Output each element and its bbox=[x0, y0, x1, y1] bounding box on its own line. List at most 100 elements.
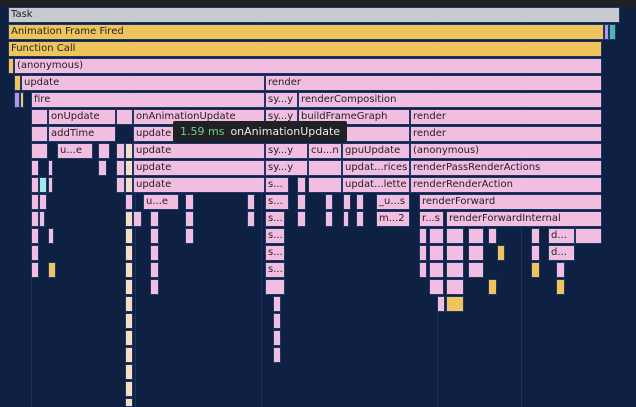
flame-bar[interactable] bbox=[531, 228, 540, 244]
flame-bar[interactable] bbox=[14, 75, 21, 91]
flame-bar[interactable] bbox=[31, 262, 39, 278]
flame-bar[interactable] bbox=[125, 143, 133, 159]
flame-bar[interactable] bbox=[39, 211, 45, 227]
flame-bar-sy-y[interactable]: sy...y bbox=[265, 160, 308, 176]
flame-bar-render-composition[interactable]: renderComposition bbox=[298, 92, 602, 108]
flame-bar[interactable] bbox=[446, 262, 464, 278]
flame-bar[interactable] bbox=[125, 296, 133, 312]
flame-bar-add-time[interactable]: addTime bbox=[48, 126, 116, 142]
flame-bar[interactable] bbox=[125, 330, 133, 346]
flame-bar-task[interactable]: Task bbox=[8, 7, 620, 23]
flame-bar[interactable] bbox=[297, 211, 306, 227]
flame-bar[interactable] bbox=[48, 228, 54, 244]
flame-bar[interactable] bbox=[98, 143, 110, 159]
flame-bar[interactable] bbox=[125, 262, 133, 278]
flame-bar[interactable] bbox=[185, 228, 194, 244]
flame-bar[interactable] bbox=[150, 228, 159, 244]
flame-bar[interactable] bbox=[446, 245, 464, 261]
flame-bar[interactable] bbox=[125, 364, 133, 380]
flame-bar-function-call[interactable]: Function Call bbox=[8, 41, 602, 57]
flame-bar[interactable] bbox=[437, 296, 445, 312]
flame-bar[interactable] bbox=[125, 347, 133, 363]
flame-bar[interactable] bbox=[497, 245, 505, 261]
flame-bar[interactable] bbox=[356, 211, 364, 227]
flame-bar-u-e[interactable]: u...e bbox=[57, 143, 93, 159]
flame-bar-fire[interactable]: fire bbox=[31, 92, 265, 108]
flame-bar[interactable] bbox=[273, 330, 281, 346]
flame-bar[interactable] bbox=[273, 347, 281, 363]
flame-bar-sy-y[interactable]: sy...y bbox=[265, 143, 308, 159]
flame-bar-r-s[interactable]: r...s bbox=[419, 211, 444, 227]
flame-bar[interactable] bbox=[125, 160, 133, 176]
flame-bar-s[interactable]: s... bbox=[265, 228, 285, 244]
flame-bar[interactable] bbox=[247, 194, 255, 210]
flame-bar-updat-rices[interactable]: updat...rices bbox=[342, 160, 410, 176]
flame-bar[interactable] bbox=[14, 92, 20, 108]
flame-bar[interactable] bbox=[488, 228, 497, 244]
flame-bar-s[interactable]: s... bbox=[265, 194, 289, 210]
flame-bar[interactable] bbox=[247, 211, 255, 227]
flame-bar[interactable] bbox=[31, 177, 39, 193]
flame-bar[interactable] bbox=[185, 194, 194, 210]
flame-bar-render-pass-render-actions[interactable]: renderPassRenderActions bbox=[410, 160, 602, 176]
flame-bar[interactable] bbox=[429, 279, 444, 295]
flame-bar[interactable] bbox=[48, 177, 53, 193]
flame-bar[interactable] bbox=[98, 160, 107, 176]
flame-bar[interactable] bbox=[531, 262, 540, 278]
flame-bar-animation-frame-fired[interactable]: Animation Frame Fired bbox=[8, 24, 604, 40]
flame-bar[interactable] bbox=[116, 109, 133, 125]
flame-bar[interactable] bbox=[446, 279, 464, 295]
flame-bar[interactable] bbox=[125, 398, 133, 407]
flame-bar[interactable] bbox=[185, 211, 194, 227]
flame-bar-s[interactable]: s... bbox=[265, 211, 285, 227]
flame-bar[interactable] bbox=[556, 279, 565, 295]
flame-bar[interactable] bbox=[48, 262, 56, 278]
flame-bar[interactable] bbox=[150, 279, 159, 295]
flame-bar[interactable] bbox=[308, 160, 342, 176]
flame-bar[interactable] bbox=[429, 245, 444, 261]
flame-bar[interactable] bbox=[468, 228, 484, 244]
flame-bar[interactable] bbox=[125, 381, 133, 397]
flame-bar-d[interactable]: d... bbox=[548, 228, 575, 244]
flame-bar[interactable] bbox=[273, 313, 281, 329]
flame-bar[interactable] bbox=[125, 177, 133, 193]
flame-bar[interactable] bbox=[116, 177, 125, 193]
flame-bar[interactable] bbox=[125, 313, 133, 329]
flame-bar[interactable] bbox=[31, 109, 48, 125]
flame-bar[interactable] bbox=[125, 279, 133, 295]
flame-bar-m-2[interactable]: m...2 bbox=[376, 211, 410, 227]
flame-bar[interactable] bbox=[419, 245, 427, 261]
flame-bar[interactable] bbox=[604, 24, 609, 40]
flame-bar[interactable] bbox=[429, 228, 444, 244]
flame-bar-render[interactable]: render bbox=[410, 126, 602, 142]
flame-bar-s[interactable]: s... bbox=[265, 177, 289, 193]
flame-bar-d[interactable]: d... bbox=[548, 245, 575, 261]
flame-bar[interactable] bbox=[446, 228, 464, 244]
flame-bar[interactable] bbox=[273, 296, 281, 312]
flame-bar[interactable] bbox=[468, 262, 484, 278]
flame-bar[interactable] bbox=[125, 194, 133, 210]
flame-bar-render-render-action[interactable]: renderRenderAction bbox=[410, 177, 602, 193]
flame-bar[interactable] bbox=[265, 279, 285, 295]
flame-bar[interactable] bbox=[8, 58, 14, 74]
flame-bar[interactable] bbox=[488, 279, 497, 295]
flame-bar-s[interactable]: s... bbox=[265, 262, 285, 278]
flame-chart[interactable]: Task Animation Frame Fired Function Call… bbox=[0, 7, 636, 407]
flame-bar-sy-y[interactable]: sy...y bbox=[265, 92, 298, 108]
flame-bar[interactable] bbox=[31, 211, 39, 227]
flame-bar[interactable] bbox=[297, 177, 306, 193]
flame-bar[interactable] bbox=[297, 194, 306, 210]
flame-bar[interactable] bbox=[419, 262, 427, 278]
flame-bar[interactable] bbox=[556, 262, 565, 278]
flame-bar[interactable] bbox=[531, 245, 540, 261]
flame-bar-anonymous[interactable]: (anonymous) bbox=[410, 143, 602, 159]
flame-bar[interactable] bbox=[31, 160, 39, 176]
flame-bar[interactable] bbox=[325, 194, 333, 210]
flame-bar[interactable] bbox=[31, 126, 48, 142]
flame-bar[interactable] bbox=[48, 160, 53, 176]
flame-bar[interactable] bbox=[429, 262, 444, 278]
flame-bar-render[interactable]: render bbox=[265, 75, 602, 91]
flame-bar[interactable] bbox=[343, 194, 351, 210]
flame-bar[interactable] bbox=[39, 177, 47, 193]
flame-bar[interactable] bbox=[125, 228, 133, 244]
